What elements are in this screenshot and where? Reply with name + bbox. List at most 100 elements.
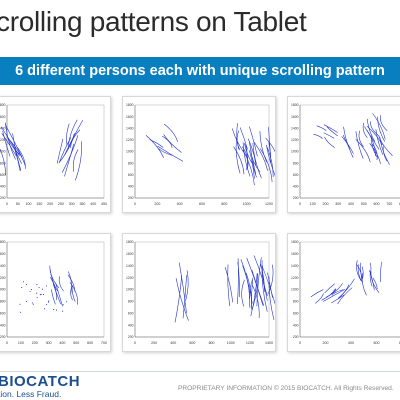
scroll-stroke xyxy=(185,270,189,301)
scroll-stroke xyxy=(266,146,275,177)
scroll-point xyxy=(66,301,68,303)
x-tick-label: 600 xyxy=(374,202,380,206)
scroll-point xyxy=(36,296,38,299)
scroll-point xyxy=(22,281,25,283)
scroll-stroke xyxy=(5,122,16,160)
y-tick-label: 600 xyxy=(293,311,299,315)
scroll-stroke xyxy=(14,150,21,172)
y-tick-label: 400 xyxy=(0,323,6,327)
x-tick-label: 250 xyxy=(58,202,64,206)
scroll-stroke xyxy=(64,143,75,177)
x-tick-label: 1000 xyxy=(227,341,235,345)
scroll-point xyxy=(53,309,55,311)
y-tick-label: 1400 xyxy=(291,126,299,130)
plot-axes xyxy=(299,241,400,338)
y-tick-label: 1600 xyxy=(0,115,6,119)
scroll-stroke xyxy=(323,289,345,302)
scroll-stroke xyxy=(233,146,245,175)
y-tick-label: 1000 xyxy=(0,288,6,292)
plot-axes xyxy=(134,104,270,199)
scroll-stroke xyxy=(51,289,56,305)
logo-tagline: tion. Less Fraud. xyxy=(0,389,62,399)
scroll-stroke xyxy=(227,264,230,307)
x-tick-label: 0 xyxy=(299,341,301,345)
scroll-stroke xyxy=(239,127,248,150)
scroll-stroke xyxy=(249,126,258,157)
scroll-stroke xyxy=(310,289,324,298)
scroll-stroke xyxy=(323,124,338,133)
y-tick-label: 1200 xyxy=(291,276,299,280)
scroll-stroke xyxy=(174,275,182,323)
y-tick-label: 1000 xyxy=(291,150,299,154)
scroll-stroke xyxy=(250,273,258,317)
scroll-stroke xyxy=(162,136,173,148)
scroll-stroke xyxy=(261,264,268,297)
scroll-stroke xyxy=(70,286,73,301)
y-tick-label: 1800 xyxy=(291,103,299,107)
y-tick-label: 1600 xyxy=(0,252,6,256)
y-tick-label: 1800 xyxy=(0,240,6,244)
scroll-plot-4: 0 100 200 300 400 500 600 700 1800 1600 1400 1200 10… xyxy=(0,233,111,352)
x-tick-label: 600 xyxy=(199,202,205,206)
scroll-traces xyxy=(313,113,393,165)
scroll-stroke xyxy=(253,141,268,171)
scroll-stroke xyxy=(262,266,275,305)
scroll-stroke xyxy=(55,282,63,307)
x-tick-label: 1400 xyxy=(265,341,273,345)
scroll-stroke xyxy=(242,142,251,177)
y-tick-label: 1800 xyxy=(126,240,134,244)
scroll-point xyxy=(40,293,42,295)
x-tick-label: 150 xyxy=(36,202,42,206)
scroll-stroke xyxy=(331,283,343,295)
scroll-stroke xyxy=(251,273,258,310)
scroll-stroke xyxy=(50,277,57,300)
scroll-point xyxy=(25,300,27,303)
scroll-stroke xyxy=(68,271,72,294)
scroll-stroke xyxy=(0,126,20,157)
x-tick-label: 1000 xyxy=(243,202,251,206)
scroll-point xyxy=(19,303,21,305)
scroll-stroke xyxy=(355,131,364,159)
scroll-stroke xyxy=(261,260,268,312)
scroll-plot-1: 0 50 100 150 200 250 300 350 400 450 1800 1600 1400 1… xyxy=(0,96,111,213)
scroll-stroke xyxy=(182,275,187,319)
scroll-stroke xyxy=(75,141,82,181)
x-tick-label: 800 xyxy=(209,341,215,345)
scroll-stroke xyxy=(267,272,273,298)
scroll-traces xyxy=(174,255,275,323)
x-tick-label: 100 xyxy=(18,341,24,345)
scroll-point xyxy=(45,285,47,287)
scroll-traces xyxy=(310,260,382,305)
x-tick-label: 300 xyxy=(46,341,52,345)
scroll-stroke xyxy=(361,273,367,296)
y-tick-label: 1200 xyxy=(126,276,134,280)
x-tick-label: 400 xyxy=(177,202,183,206)
y-tick-label: 800 xyxy=(0,300,6,304)
y-tick-label: 1600 xyxy=(291,252,299,256)
x-tick-label: 200 xyxy=(323,341,329,345)
y-tick-label: 1400 xyxy=(0,264,6,268)
y-tick-label: 1400 xyxy=(126,264,134,268)
scroll-stroke xyxy=(265,137,275,153)
scroll-point xyxy=(30,289,32,291)
scroll-stroke xyxy=(370,271,380,293)
scroll-stroke xyxy=(316,125,327,131)
proprietary-notice: PROPRIETARY INFORMATION © 2015 BIOCATCH.… xyxy=(178,385,394,392)
scroll-stroke xyxy=(70,129,81,149)
scroll-stroke xyxy=(49,269,58,292)
x-tick-label: 400 xyxy=(170,341,176,345)
scroll-point xyxy=(62,304,64,306)
y-tick-label: 1200 xyxy=(0,138,6,142)
scroll-stroke xyxy=(366,125,383,145)
scroll-traces xyxy=(19,265,78,313)
y-tick-label: 200 xyxy=(128,335,134,339)
x-tick-label: 500 xyxy=(73,341,79,345)
y-tick-label: 800 xyxy=(0,161,6,165)
scroll-stroke xyxy=(249,150,255,179)
scroll-stroke xyxy=(370,262,372,275)
x-tick-label: 700 xyxy=(101,341,107,345)
y-tick-label: 1800 xyxy=(291,240,299,244)
scroll-stroke xyxy=(321,288,336,301)
scroll-point xyxy=(41,288,44,290)
scroll-point xyxy=(44,308,46,310)
